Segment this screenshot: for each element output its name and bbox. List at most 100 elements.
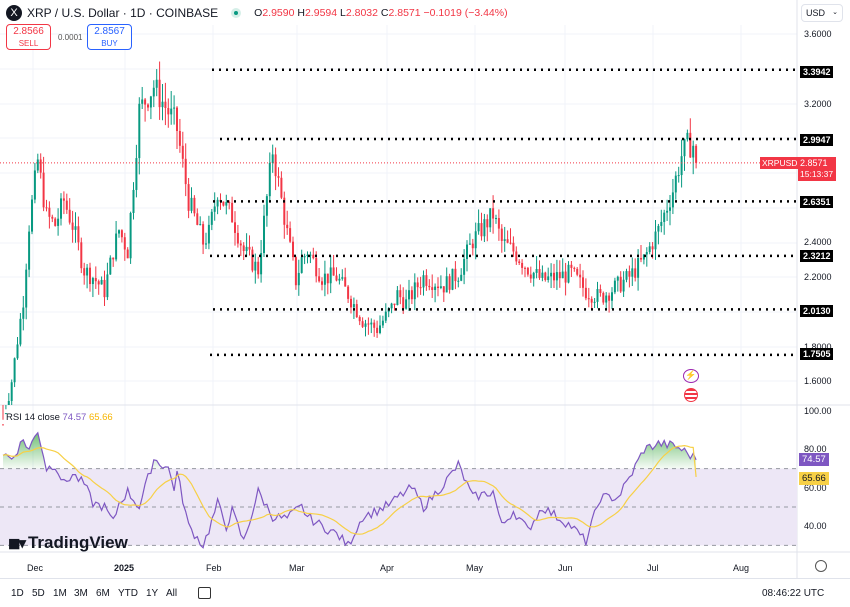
candle-body [155, 79, 158, 88]
sell-button[interactable]: 2.8566 SELL [6, 24, 51, 50]
range-5d[interactable]: 5D [32, 588, 45, 599]
candle-body [683, 139, 686, 157]
price-tick: 3.6000 [804, 29, 832, 39]
candle-body [352, 304, 355, 308]
candle-body [147, 104, 149, 108]
candle-body [529, 274, 532, 279]
time-tick: 2025 [114, 563, 135, 573]
candle-body [373, 322, 376, 328]
range-1m[interactable]: 1M [53, 588, 67, 599]
candle-body [471, 243, 474, 249]
candle-body [234, 222, 236, 233]
settings-icon[interactable] [815, 560, 827, 572]
candle-body [521, 262, 524, 268]
candle-body [379, 325, 381, 333]
time-tick: May [466, 563, 484, 573]
candle-body [605, 295, 608, 303]
candle-body [28, 231, 31, 270]
candle-body [274, 154, 277, 177]
candle-body [416, 282, 419, 288]
candle-body [657, 225, 660, 232]
symbol-price-tag: XRPUSD [760, 157, 800, 169]
candle-body [161, 101, 164, 108]
candle-body [210, 211, 213, 225]
candle-body [506, 239, 509, 243]
range-3m[interactable]: 3M [74, 588, 88, 599]
candle-body [126, 249, 129, 259]
candle-body [538, 268, 541, 278]
candle-body [33, 170, 36, 200]
level-label: 1.7505 [800, 348, 833, 360]
candle-body [286, 224, 289, 229]
level-label: 2.3212 [800, 250, 833, 262]
candle-body [184, 158, 187, 185]
candle-body [350, 298, 352, 308]
candle-body [492, 208, 495, 219]
currency-select[interactable]: USD ⌄ [801, 4, 843, 22]
candle-body [239, 243, 242, 246]
goto-date-icon[interactable] [198, 587, 211, 599]
candle-body [512, 242, 515, 252]
lightning-event-icon[interactable]: ⚡ [683, 369, 699, 383]
candle-body [283, 197, 286, 225]
buy-button[interactable]: 2.8567 BUY [87, 24, 132, 50]
candle-body [129, 212, 132, 259]
us-flag-event-icon[interactable] [684, 388, 698, 402]
candle-body [474, 231, 477, 249]
candle-body [497, 218, 500, 229]
candle-body [100, 279, 103, 285]
candle-body [692, 145, 695, 158]
candle-body [196, 213, 199, 225]
candle-body [500, 228, 503, 241]
candle-body [312, 254, 315, 259]
candle-body [503, 239, 506, 241]
symbol-title[interactable]: XRP / U.S. Dollar · 1D · COINBASE [27, 6, 219, 20]
candle-body [541, 272, 544, 278]
candle-body [16, 344, 19, 359]
price-tick: 3.2000 [804, 99, 832, 109]
candle-body [303, 255, 306, 258]
candle-body [651, 246, 654, 250]
candle-body [550, 272, 553, 277]
range-all[interactable]: All [166, 588, 178, 599]
candle-body [434, 286, 437, 290]
candle-body [118, 230, 120, 234]
candle-body [268, 163, 271, 197]
price-tick: 1.6000 [804, 376, 832, 386]
range-ytd[interactable]: YTD [118, 588, 138, 599]
candle-body [445, 276, 448, 293]
candle-body [587, 298, 590, 300]
rsi-ma-tag: 65.66 [799, 472, 829, 485]
candle-body [207, 224, 210, 244]
candle-body [648, 246, 651, 253]
candle-body [428, 285, 431, 288]
candle-body [228, 202, 231, 204]
candle-body [625, 271, 628, 280]
candle-body [477, 223, 480, 232]
candle-body [318, 276, 321, 282]
candle-body [553, 272, 555, 281]
candle-body [509, 242, 512, 244]
ohlc-values: O2.9590 H2.9594 L2.8032 C2.8571 −0.1019 … [254, 7, 508, 19]
candle-body [170, 108, 173, 115]
candle-body [666, 210, 669, 213]
candle-body [181, 145, 184, 159]
candle-body [263, 215, 265, 254]
range-6m[interactable]: 6M [96, 588, 110, 599]
candle-body [422, 275, 425, 288]
candle-body [439, 286, 442, 288]
candle-body [97, 281, 100, 285]
xrp-logo-icon: X [6, 5, 22, 21]
candle-body [103, 279, 106, 298]
candle-body [570, 264, 573, 268]
candle-body [640, 258, 642, 260]
candle-body [558, 272, 561, 279]
candle-body [289, 228, 292, 242]
candle-body [193, 197, 196, 214]
range-1d[interactable]: 1D [11, 588, 24, 599]
candle-body [7, 401, 10, 405]
range-1y[interactable]: 1Y [146, 588, 159, 599]
candle-body [413, 282, 416, 300]
candle-body [77, 226, 80, 243]
